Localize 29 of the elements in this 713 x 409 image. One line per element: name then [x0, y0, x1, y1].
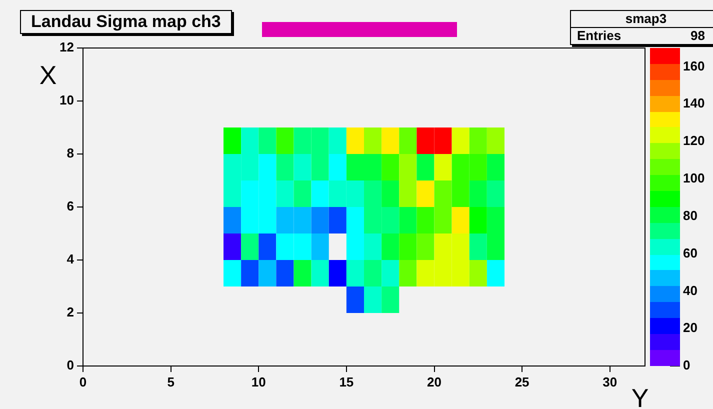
x-tick-label: 25	[514, 374, 530, 390]
color-bar-label: 20	[683, 320, 698, 336]
color-bar-label: 40	[683, 282, 698, 298]
color-bar-label: 120	[683, 133, 705, 148]
y-tick-label: 0	[66, 358, 74, 373]
x-tick-label: 0	[79, 374, 87, 390]
text: Entries	[577, 28, 622, 44]
y-tick-label: 6	[66, 198, 74, 214]
y-tick-label: 4	[66, 252, 75, 267]
y-tick-label: 10	[60, 92, 74, 108]
color-bar-label: 160	[683, 58, 705, 74]
x-tick-label: 20	[427, 374, 442, 390]
y-tick-label: 12	[60, 40, 74, 55]
color-bar-label: 100	[683, 170, 705, 186]
color-bar-label: 80	[683, 208, 698, 223]
color-bar-label: 0	[683, 358, 690, 373]
x-tick-label: 5	[167, 374, 174, 390]
x-axis-title: Y	[631, 383, 649, 409]
y-tick-label: 8	[66, 146, 74, 161]
x-tick-label: 15	[339, 374, 354, 390]
color-bar-label: 60	[683, 245, 698, 260]
x-tick-label: 10	[251, 374, 266, 390]
text: 98	[690, 28, 705, 44]
y-axis-title: X	[39, 60, 57, 90]
color-bar-label: 140	[683, 96, 705, 111]
y-tick-label: 2	[66, 304, 74, 320]
chart-title: Landau Sigma map ch3	[20, 10, 232, 34]
x-tick-label: 30	[602, 374, 618, 390]
text: smap3	[571, 11, 713, 28]
